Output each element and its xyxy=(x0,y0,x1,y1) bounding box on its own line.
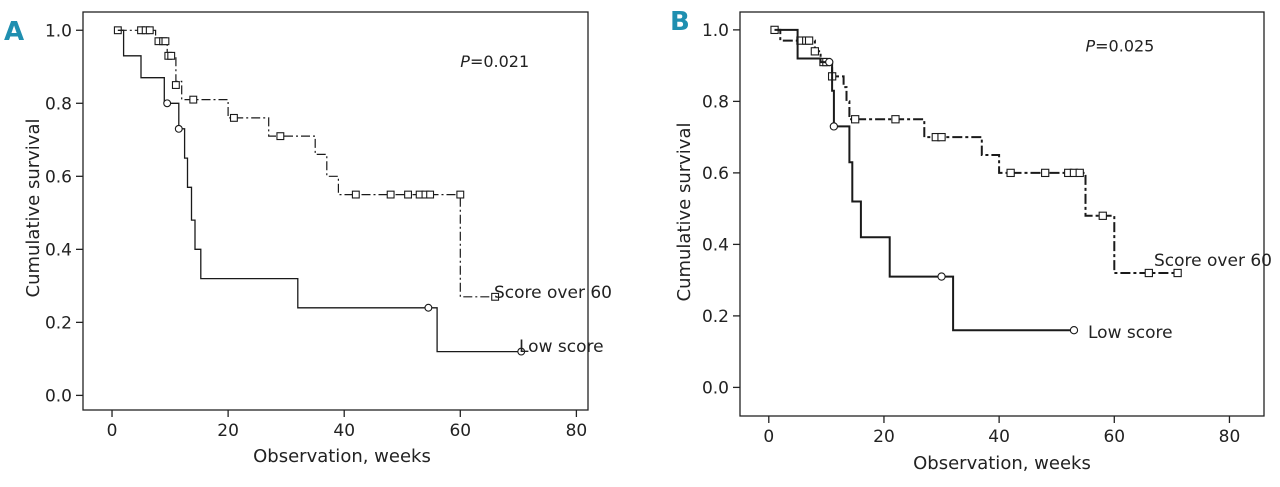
panel-a-xtick-label: 0 xyxy=(107,421,118,441)
panel-a-censor-marker-score-over-60 xyxy=(189,95,198,104)
panel-b-xtick-label: 80 xyxy=(1219,427,1241,447)
panel-a-p-symbol: P xyxy=(460,52,470,71)
panel-b-curve-low-score xyxy=(774,28,1074,332)
panel-a-censor-marker-score-over-60 xyxy=(171,81,180,89)
panel-a-xtick-label: 60 xyxy=(449,421,471,441)
panel-b-censor-marker-low-score xyxy=(829,122,839,131)
panel-a-xtick-label: 40 xyxy=(333,421,355,441)
panel-a-censor-marker-score-over-60 xyxy=(386,190,395,199)
panel-b-ytick-label: 1.0 xyxy=(702,21,729,41)
panel-a-ytick-label: 0.8 xyxy=(45,94,72,114)
panel-a-x-axis-title: Observation, weeks xyxy=(253,446,431,467)
panel-b-censor-marker-score-over-60 xyxy=(1144,268,1153,278)
panel-a-censor-marker-low-score xyxy=(163,99,172,108)
panel-a-curve-low-score xyxy=(117,29,522,353)
panel-a-censor-marker-low-score xyxy=(424,303,433,312)
panel-a-censor-marker-score-over-60 xyxy=(404,190,413,199)
panel-b-censor-marker-score-over-60 xyxy=(1173,268,1182,278)
panel-b-plot-frame xyxy=(739,11,1265,417)
panel-a-label-low-score: Low score xyxy=(519,337,604,357)
panel-b-p-number: =0.025 xyxy=(1095,36,1154,55)
panel-b-p-value: P=0.025 xyxy=(1085,36,1154,55)
panel-b-censor-marker-low-score xyxy=(1069,326,1079,335)
panel-b-p-symbol: P xyxy=(1085,36,1095,55)
panel-a-censor-marker-score-over-60 xyxy=(145,26,154,35)
panel-a-xtick-label: 80 xyxy=(566,421,588,441)
panel-b-label-score-over-60: Score over 60 xyxy=(1154,251,1272,271)
panel-a-plot-frame xyxy=(82,11,589,411)
panel-a-censor-marker-score-over-60 xyxy=(351,190,360,199)
panel-a-censor-marker-low-score xyxy=(174,124,183,133)
panel-a-censor-marker-score-over-60 xyxy=(491,292,500,301)
panel-a-ytick-label: 0.0 xyxy=(45,386,72,406)
panel-b-xtick-label: 60 xyxy=(1103,427,1125,447)
panel-b-letter: B xyxy=(670,7,690,37)
panel-a-censor-marker-score-over-60 xyxy=(161,37,170,46)
panel-a-p-value: P=0.021 xyxy=(460,52,529,71)
panel-a-marks xyxy=(76,26,578,417)
panel-a-letter: A xyxy=(4,17,24,47)
panel-b-x-axis-title: Observation, weeks xyxy=(913,453,1091,474)
panel-b-ytick-label: 0.0 xyxy=(702,378,729,398)
panel-a-xtick-label: 20 xyxy=(217,421,239,441)
panel-a-ytick-label: 0.4 xyxy=(45,240,72,260)
panel-a-label-score-over-60: Score over 60 xyxy=(494,283,612,303)
panel-a-censor-marker-score-over-60 xyxy=(167,51,176,60)
panel-a-censor-marker-score-over-60 xyxy=(276,132,285,141)
panel-b-censor-marker-score-over-60 xyxy=(1006,168,1015,178)
panel-a-curve-score-over-60 xyxy=(117,29,496,298)
panel-a-p-number: =0.021 xyxy=(470,52,529,71)
panel-a-ytick-label: 1.0 xyxy=(45,21,72,41)
panel-b-censor-marker-score-over-60 xyxy=(937,132,946,142)
panel-b-censor-marker-score-over-60 xyxy=(804,36,814,45)
panel-b-ytick-label: 0.8 xyxy=(702,92,729,112)
panel-b-ytick-label: 0.6 xyxy=(702,164,729,184)
panel-b-xtick-label: 0 xyxy=(763,427,774,447)
panel-a-censor-marker-score-over-60 xyxy=(229,113,238,122)
panel-b-ytick-label: 0.2 xyxy=(702,307,729,327)
panel-b: B 0.0 0.2 0.4 0.6 0.8 1.0 0 20 40 60 80 … xyxy=(670,7,1272,474)
panel-b-label-low-score: Low score xyxy=(1088,323,1173,343)
panel-b-censor-marker-score-over-60 xyxy=(891,115,900,124)
panel-b-ytick-label: 0.4 xyxy=(702,235,729,255)
panel-b-y-axis-title: Cumulative survival xyxy=(674,123,695,302)
panel-b-censor-marker-score-over-60 xyxy=(1041,168,1050,178)
panel-a-censor-marker-score-over-60 xyxy=(456,190,465,199)
panel-b-censor-marker-score-over-60 xyxy=(1098,211,1107,220)
panel-a-ytick-label: 0.2 xyxy=(45,313,72,333)
panel-b-censor-marker-score-over-60 xyxy=(851,115,860,124)
panel-b-curve-score-over-60 xyxy=(774,28,1178,274)
panel-a-ytick-label: 0.6 xyxy=(45,167,72,187)
panel-b-xtick-label: 40 xyxy=(988,427,1010,447)
panel-b-xtick-label: 20 xyxy=(873,427,895,447)
panel-b-censor-marker-score-over-60 xyxy=(810,47,820,56)
panel-b-censor-marker-low-score xyxy=(937,272,946,281)
panel-b-censor-marker-score-over-60 xyxy=(1075,168,1084,178)
panel-a-y-axis-title: Cumulative survival xyxy=(23,119,44,298)
panel-a-censor-marker-score-over-60 xyxy=(426,190,435,199)
panel-a: A 0.0 0.2 0.4 0.6 0.8 1.0 0 20 40 60 80 … xyxy=(4,11,612,467)
panel-b-censor-marker-low-score xyxy=(825,57,834,67)
panel-a-censor-marker-low-score xyxy=(517,347,526,356)
panel-b-marks xyxy=(733,25,1231,423)
